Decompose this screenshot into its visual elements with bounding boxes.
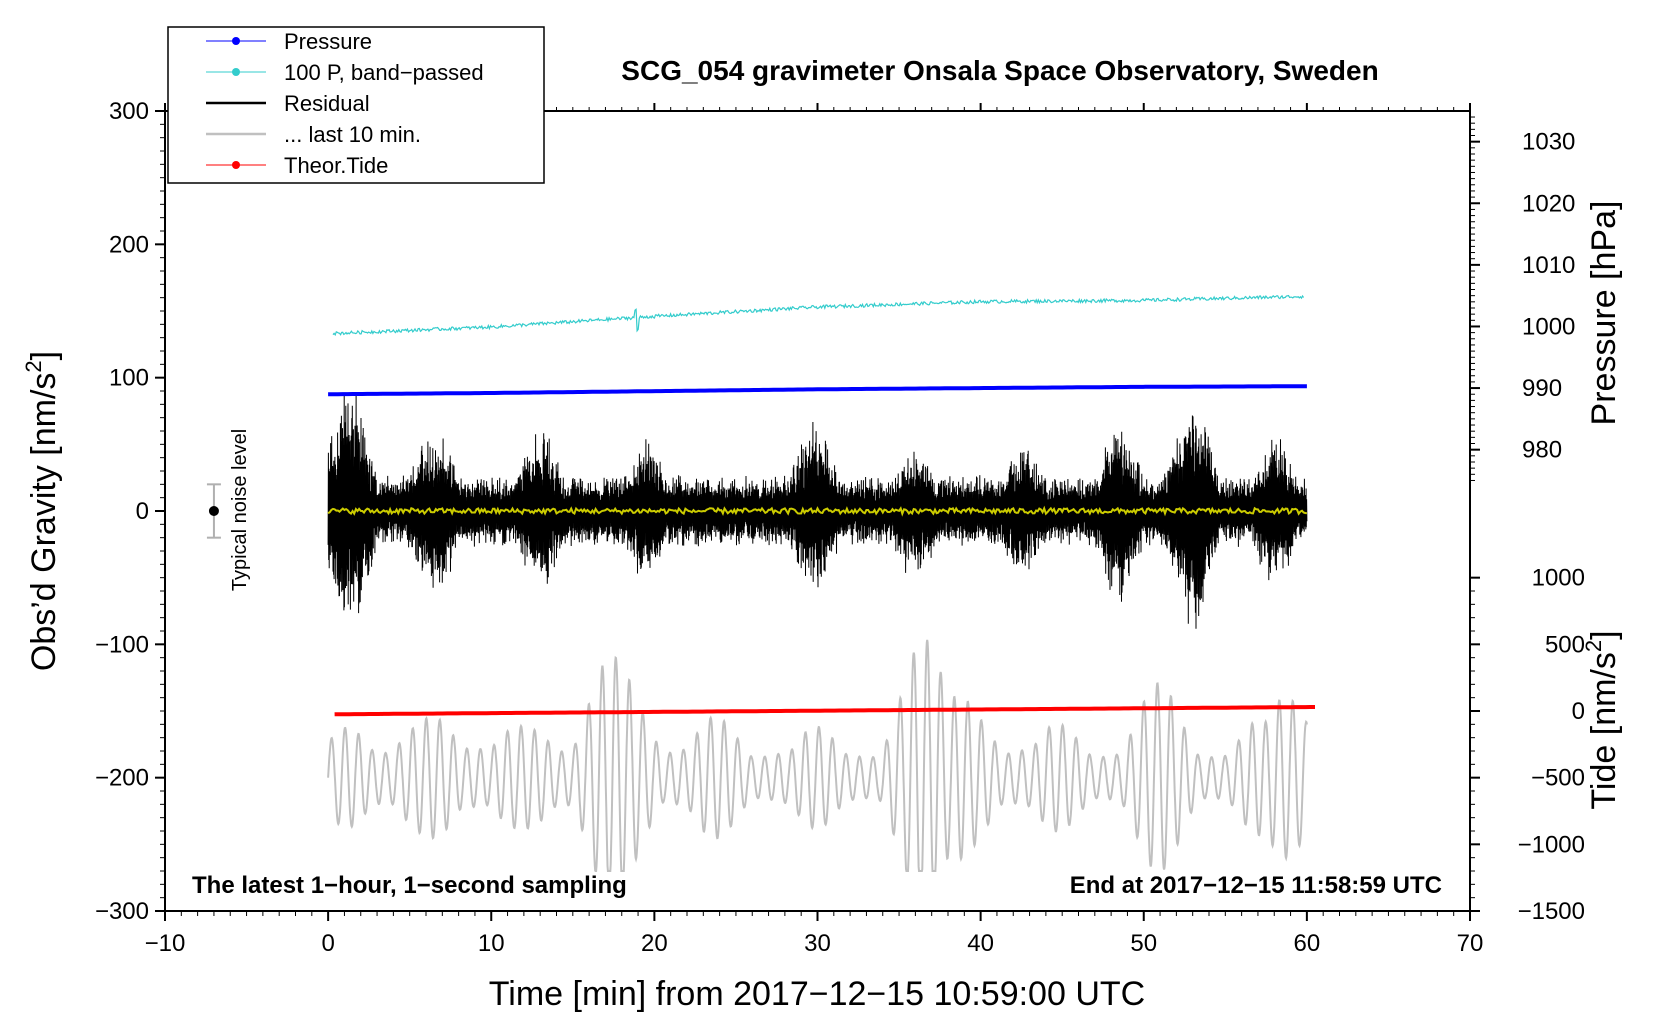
pressure-tick-label: 990 bbox=[1522, 375, 1562, 402]
series-last-10-min bbox=[327, 639, 1308, 872]
y-left-tick-label: −300 bbox=[95, 898, 149, 925]
pressure-tick-label: 1020 bbox=[1522, 190, 1575, 217]
x-tick-label: 10 bbox=[478, 930, 505, 957]
x-tick-label: 70 bbox=[1457, 930, 1484, 957]
legend-label: ... last 10 min. bbox=[284, 122, 421, 147]
legend-box bbox=[167, 26, 545, 184]
series-band-passed bbox=[332, 294, 1305, 337]
x-axis-title: Time [min] from 2017−12−15 10:59:00 UTC bbox=[489, 975, 1145, 1013]
x-tick-label: 0 bbox=[321, 930, 334, 957]
x-tick-label: 30 bbox=[804, 930, 831, 957]
x-tick-label: 50 bbox=[1130, 930, 1157, 957]
legend-marker bbox=[232, 68, 240, 76]
series-theor-tide bbox=[334, 705, 1315, 717]
y-left-tick-label: −200 bbox=[95, 765, 149, 792]
legend-marker bbox=[232, 161, 240, 169]
series-layer bbox=[327, 294, 1315, 872]
tide-tick-label: 500 bbox=[1545, 631, 1585, 658]
y-left-tick-label: 200 bbox=[109, 231, 149, 258]
x-tick-label: 20 bbox=[641, 930, 668, 957]
bottom-right-note: End at 2017−12−15 11:58:59 UTC bbox=[1070, 872, 1442, 899]
pressure-tick-label: 1000 bbox=[1522, 313, 1575, 340]
tide-tick-label: −500 bbox=[1531, 765, 1585, 792]
series-mean bbox=[327, 505, 1308, 517]
legend: Pressure 100 P, band−passed Residual ... la… bbox=[167, 26, 545, 184]
legend-label: Pressure bbox=[284, 29, 372, 54]
x-tick-label: −10 bbox=[145, 930, 186, 957]
tide-title-main: Tide [nm/s bbox=[1585, 652, 1623, 809]
series-pressure bbox=[328, 384, 1307, 397]
series-residual bbox=[327, 394, 1308, 629]
legend-label: Residual bbox=[284, 91, 370, 116]
x-tick-label: 40 bbox=[967, 930, 994, 957]
tide-title-end: ] bbox=[1585, 630, 1623, 639]
pressure-tick-label: 1030 bbox=[1522, 129, 1575, 156]
y-left-axis-ticks: 300 200 100 0 −100 −200 −300 bbox=[95, 98, 165, 925]
pressure-tick-label: 1010 bbox=[1522, 252, 1575, 279]
legend-label: 100 P, band−passed bbox=[284, 60, 484, 85]
tide-tick-label: 1000 bbox=[1532, 565, 1585, 592]
tide-tick-label: 0 bbox=[1572, 698, 1585, 725]
noise-dot bbox=[208, 506, 219, 516]
y-left-title-sup: 2 bbox=[21, 360, 46, 372]
legend-items: Pressure 100 P, band−passed Residual ... la… bbox=[206, 29, 484, 178]
y-right-pressure-title: Pressure [hPa] bbox=[1585, 201, 1623, 426]
y-left-title-end: ] bbox=[25, 351, 63, 360]
y-left-tick-label: 300 bbox=[109, 98, 149, 125]
y-left-title-main: Obs’d Gravity [nm/s bbox=[25, 373, 63, 672]
noise-indicator: Typical noise level bbox=[206, 429, 251, 591]
y-left-tick-label: 0 bbox=[136, 498, 149, 525]
y-left-axis-title: Obs’d Gravity [nm/s2] bbox=[21, 351, 63, 671]
y-right-axis-ticks: 1030 1020 1010 1000 990 980 1000 500 0 −500 −1000 −… bbox=[1470, 116, 1585, 925]
x-tick-label: 60 bbox=[1294, 930, 1321, 957]
bottom-left-note: The latest 1−hour, 1−second sampling bbox=[192, 872, 627, 899]
tide-tick-label: −1000 bbox=[1518, 831, 1585, 858]
noise-label: Typical noise level bbox=[229, 429, 251, 591]
pressure-tick-label: 980 bbox=[1522, 437, 1562, 464]
legend-label: Theor.Tide bbox=[284, 153, 388, 178]
chart-title: SCG_054 gravimeter Onsala Space Observat… bbox=[621, 55, 1378, 86]
tide-title-sup: 2 bbox=[1581, 640, 1606, 652]
x-axis-ticks: −10 0 10 20 30 40 50 60 70 bbox=[145, 103, 1484, 957]
y-left-tick-label: −100 bbox=[95, 631, 149, 658]
legend-marker bbox=[232, 37, 240, 45]
y-left-tick-label: 100 bbox=[109, 365, 149, 392]
y-right-tide-title: Tide [nm/s2] bbox=[1581, 630, 1623, 809]
tide-tick-label: −1500 bbox=[1518, 898, 1585, 925]
